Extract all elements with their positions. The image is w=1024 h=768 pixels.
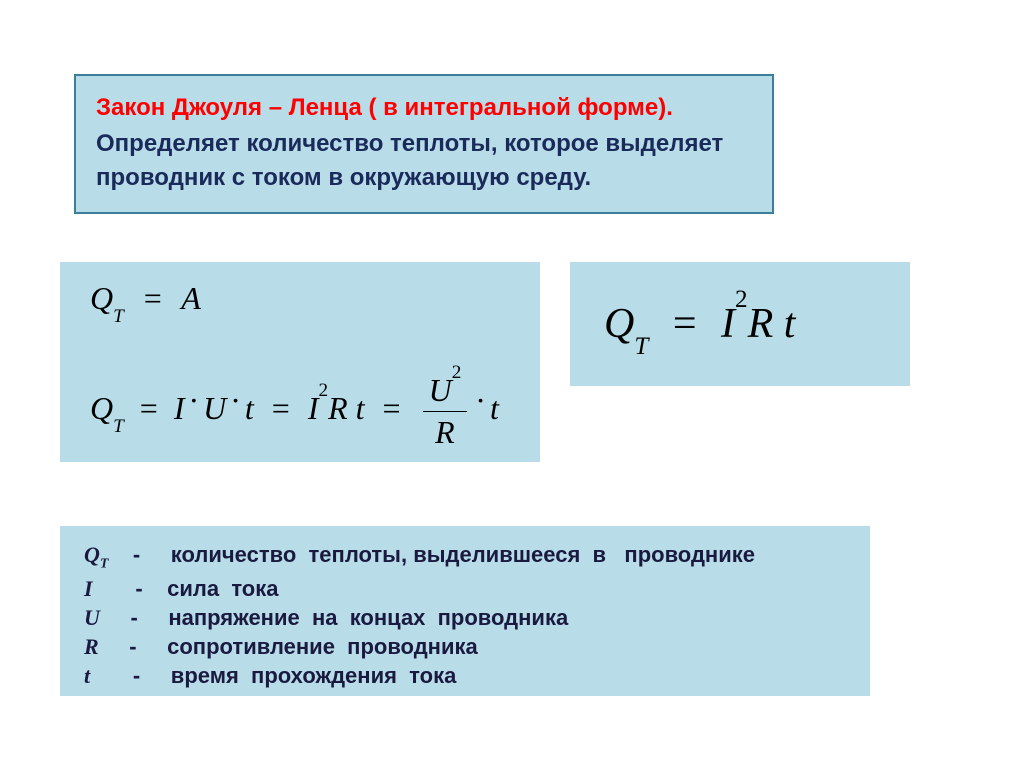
legend-sym-u: U [84, 605, 100, 630]
legend-sym-q: Q [84, 542, 100, 567]
sup-2c: 2 [735, 286, 748, 313]
dot2: · [226, 382, 245, 418]
equation-right-panel: QT = I2R t [570, 262, 910, 386]
equation-qt-i2rt: QT = I2R t [604, 300, 795, 353]
legend-text-q: - количество теплоты, выделившееся в про… [108, 542, 755, 567]
op-eq2b: = [262, 390, 300, 426]
legend-row-r: R - сопротивление проводника [84, 632, 870, 661]
law-subtitle-2: проводник с током в окружающую среду. [96, 161, 752, 195]
sym-I2: I [308, 390, 319, 426]
legend-text-t: - время прохождения тока [90, 663, 456, 688]
op-eq2a: = [132, 390, 166, 426]
slide: Закон Джоуля – Ленца ( в интегральной фо… [0, 0, 1024, 768]
dot1: · [184, 382, 203, 418]
sym-Q: Q [90, 280, 113, 316]
sym-Q3: Q [604, 301, 634, 347]
sym-R3: R [748, 301, 774, 347]
legend-sym-i: I [84, 576, 93, 601]
sym-t3: t [490, 390, 499, 426]
sym-I: I [174, 390, 185, 426]
fraction-u2-over-r: U2 R [423, 372, 468, 451]
sym-U2: U [429, 372, 452, 408]
sub-T2: T [113, 416, 124, 437]
sym-A: A [181, 280, 201, 316]
equations-left-panel: QT = A QT = I·U·t = I2R t = U2 R ·t [60, 262, 540, 462]
sup-2a: 2 [319, 380, 329, 401]
sub-T: T [113, 306, 124, 327]
legend-sym-r: R [84, 634, 99, 659]
legend-row-i: I - сила тока [84, 574, 870, 603]
legend-text-u: - напряжение на концах проводника [100, 605, 568, 630]
op-eq2c: = [373, 390, 411, 426]
sub-T3: T [634, 333, 648, 360]
equation-qt-equals-a: QT = A [90, 280, 201, 322]
sym-I3: I [721, 301, 735, 347]
legend-row-u: U - напряжение на концах проводника [84, 603, 870, 632]
header-panel: Закон Джоуля – Ленца ( в интегральной фо… [74, 74, 774, 214]
sym-t2: t [356, 390, 365, 426]
equation-qt-chain: QT = I·U·t = I2R t = U2 R ·t [90, 372, 499, 451]
legend-row-t: t - время прохождения тока [84, 661, 870, 690]
op-eq3: = [659, 301, 711, 347]
sup-2b: 2 [452, 362, 462, 383]
legend-text-r: - сопротивление проводника [99, 634, 478, 659]
sym-Q2: Q [90, 390, 113, 426]
legend-text-i: - сила тока [93, 576, 279, 601]
sym-R2: R [423, 412, 468, 451]
sym-U: U [203, 390, 226, 426]
sym-t4: t [784, 301, 796, 347]
sym-t1: t [245, 390, 254, 426]
legend-panel: QT - количество теплоты, выделившееся в … [60, 526, 870, 696]
dot3: · [471, 382, 490, 418]
legend-row-q: QT - количество теплоты, выделившееся в … [84, 540, 870, 574]
law-title: Закон Джоуля – Ленца ( в интегральной фо… [96, 92, 752, 123]
op-eq: = [132, 280, 174, 316]
sym-R1: R [328, 390, 348, 426]
law-subtitle-1: Определяет количество теплоты, которое в… [96, 127, 752, 161]
